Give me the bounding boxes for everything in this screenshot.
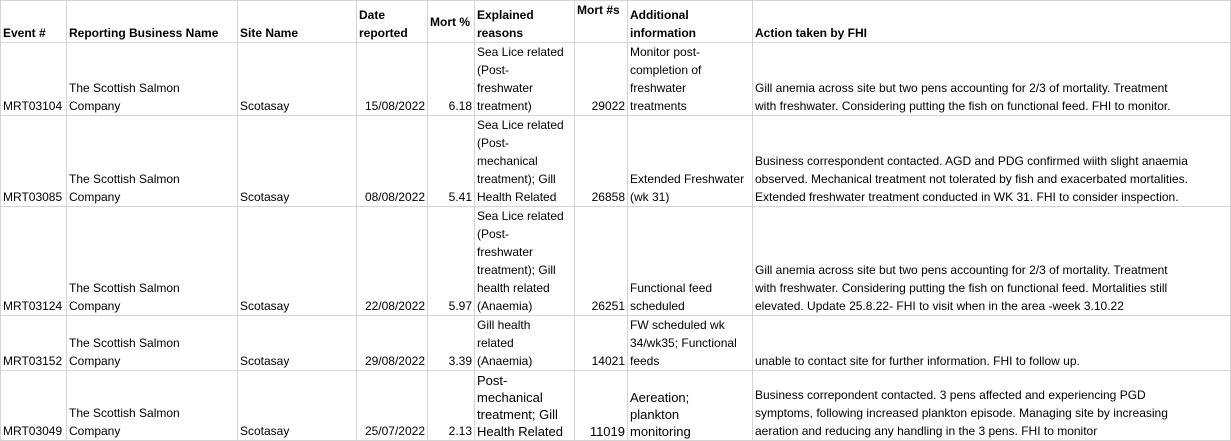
cell-event[interactable]: MRT03124: [0, 206, 67, 316]
cell-additional[interactable]: Extended Freshwater (wk 31): [627, 115, 753, 207]
cell-event[interactable]: MRT03085: [0, 115, 67, 207]
header-mort-pct[interactable]: Mort %: [427, 0, 475, 43]
cell-mort-pct[interactable]: 2.13: [427, 370, 475, 441]
cell-mort-pct[interactable]: 3.39: [427, 315, 475, 371]
header-additional[interactable]: Additional information: [627, 0, 753, 43]
cell-reasons[interactable]: Post- mechanical treatment; Gill Health …: [474, 370, 575, 441]
table-row: MRT03049 The Scottish Salmon Company Sco…: [0, 370, 1231, 441]
cell-business[interactable]: The Scottish Salmon Company: [66, 315, 238, 371]
header-row: Event # Reporting Business Name Site Nam…: [0, 0, 1231, 43]
table-row: MRT03124 The Scottish Salmon Company Sco…: [0, 206, 1231, 316]
cell-site[interactable]: Scotasay: [237, 206, 357, 316]
table-row: MRT03085 The Scottish Salmon Company Sco…: [0, 115, 1231, 207]
cell-action[interactable]: Business correpondent contacted. 3 pens …: [752, 370, 1231, 441]
header-mort-n[interactable]: Mort #s: [574, 0, 628, 43]
cell-site[interactable]: Scotasay: [237, 42, 357, 116]
cell-event[interactable]: MRT03049: [0, 370, 67, 441]
table-row: MRT03104 The Scottish Salmon Company Sco…: [0, 42, 1231, 116]
cell-action[interactable]: Gill anemia across site but two pens acc…: [752, 206, 1231, 316]
cell-mort-n[interactable]: 26251: [574, 206, 628, 316]
header-date[interactable]: Date reported: [356, 0, 428, 43]
header-site[interactable]: Site Name: [237, 0, 357, 43]
cell-mort-pct[interactable]: 5.97: [427, 206, 475, 316]
cell-business[interactable]: The Scottish Salmon Company: [66, 115, 238, 207]
cell-mort-n[interactable]: 26858: [574, 115, 628, 207]
cell-additional[interactable]: Aereation; plankton monitoring: [627, 370, 753, 441]
cell-event[interactable]: MRT03104: [0, 42, 67, 116]
cell-additional[interactable]: Monitor post- completion of freshwater t…: [627, 42, 753, 116]
cell-site[interactable]: Scotasay: [237, 315, 357, 371]
cell-date[interactable]: 22/08/2022: [356, 206, 428, 316]
header-business[interactable]: Reporting Business Name: [66, 0, 238, 43]
cell-date[interactable]: 25/07/2022: [356, 370, 428, 441]
cell-business[interactable]: The Scottish Salmon Company: [66, 206, 238, 316]
cell-additional[interactable]: FW scheduled wk 34/wk35; Functional feed…: [627, 315, 753, 371]
cell-action[interactable]: unable to contact site for further infor…: [752, 315, 1231, 371]
cell-reasons[interactable]: Gill health related (Anaemia): [474, 315, 575, 371]
cell-mort-n[interactable]: 11019: [574, 370, 628, 441]
cell-site[interactable]: Scotasay: [237, 370, 357, 441]
table-row: MRT03152 The Scottish Salmon Company Sco…: [0, 315, 1231, 371]
cell-date[interactable]: 08/08/2022: [356, 115, 428, 207]
cell-business[interactable]: The Scottish Salmon Company: [66, 370, 238, 441]
cell-mort-n[interactable]: 29022: [574, 42, 628, 116]
cell-action[interactable]: Gill anemia across site but two pens acc…: [752, 42, 1231, 116]
cell-mort-pct[interactable]: 5.41: [427, 115, 475, 207]
header-action[interactable]: Action taken by FHI: [752, 0, 1231, 43]
cell-reasons[interactable]: Sea Lice related (Post- freshwater treat…: [474, 206, 575, 316]
cell-mort-pct[interactable]: 6.18: [427, 42, 475, 116]
header-event[interactable]: Event #: [0, 0, 67, 43]
cell-mort-n[interactable]: 14021: [574, 315, 628, 371]
cell-date[interactable]: 15/08/2022: [356, 42, 428, 116]
cell-additional[interactable]: Functional feed scheduled: [627, 206, 753, 316]
header-reasons[interactable]: Explained reasons: [474, 0, 575, 43]
cell-date[interactable]: 29/08/2022: [356, 315, 428, 371]
cell-business[interactable]: The Scottish Salmon Company: [66, 42, 238, 116]
cell-reasons[interactable]: Sea Lice related (Post- mechanical treat…: [474, 115, 575, 207]
cell-reasons[interactable]: Sea Lice related (Post- freshwater treat…: [474, 42, 575, 116]
cell-site[interactable]: Scotasay: [237, 115, 357, 207]
cell-action[interactable]: Business correspondent contacted. AGD an…: [752, 115, 1231, 207]
cell-event[interactable]: MRT03152: [0, 315, 67, 371]
